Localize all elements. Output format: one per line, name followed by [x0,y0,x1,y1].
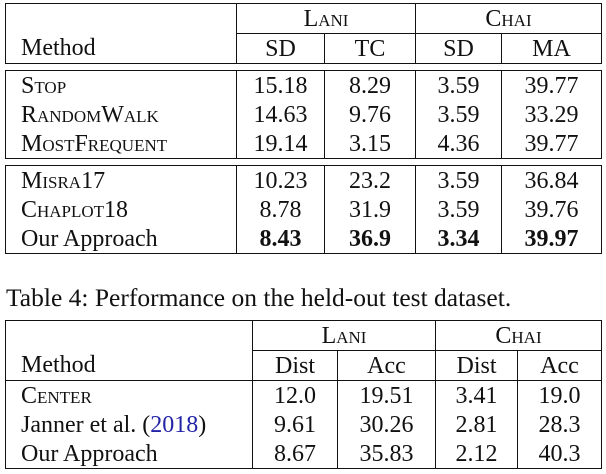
column-header: Dist [435,350,518,381]
method-name: Janner et al. (2018) [5,410,253,439]
method-name: Misra17 [5,165,237,195]
table-row: Our Approach 8.67 35.83 2.12 40.3 [5,439,603,469]
cell-value: 39.77 [501,129,603,159]
table-row: Chaplot18 8.78 31.9 3.59 39.76 [5,195,603,224]
method-name: Our Approach [5,439,253,469]
cell-value: 31.9 [324,195,416,224]
group-header-lani: Lani [252,320,436,351]
method-name: Our Approach [5,224,237,254]
cell-value: 3.59 [415,100,502,129]
table-row: Our Approach 8.43 36.9 3.34 39.97 [5,224,603,254]
cell-value: 8.67 [252,439,338,469]
cell-value: 3.59 [415,70,502,100]
cell-value: 3.15 [324,129,416,159]
column-header: Acc [517,350,603,381]
cell-value: 12.0 [252,380,338,410]
method-name: MostFrequent [5,129,237,159]
group-header-chai: Chai [415,3,603,34]
cell-value: 36.84 [501,165,603,195]
method-name: Stop [5,70,237,100]
cell-value: 14.63 [236,100,325,129]
column-header: SD [415,33,502,64]
cell-value: 23.2 [324,165,416,195]
cell-value-best: 39.97 [501,224,603,254]
column-header: TC [324,33,416,64]
table-row: Center 12.0 19.51 3.41 19.0 [5,380,603,410]
results-table-top: Lani Chai Method SD TC SD MA Stop 15.18 … [5,3,603,254]
method-header: Method [5,350,253,381]
cell-value: 28.3 [517,410,603,439]
cell-value: 3.41 [435,380,518,410]
cell-value-best: 36.9 [324,224,416,254]
cell-value: 33.29 [501,100,603,129]
cell-value: 19.0 [517,380,603,410]
column-header: SD [236,33,325,64]
table-row: Janner et al. (2018) 9.61 30.26 2.81 28.… [5,410,603,439]
header-spacer [5,3,237,34]
cell-value: 30.26 [337,410,436,439]
cell-value: 3.59 [415,195,502,224]
cell-value: 4.36 [415,129,502,159]
cell-value: 15.18 [236,70,325,100]
column-header: Dist [252,350,338,381]
group-header-lani: Lani [236,3,416,34]
header-spacer [5,320,253,351]
cell-value: 8.78 [236,195,325,224]
table-caption: Table 4: Performance on the held-out tes… [6,283,512,312]
results-table-bottom: Lani Chai Method Dist Acc Dist Acc Cente… [5,320,603,469]
table-row: MostFrequent 19.14 3.15 4.36 39.77 [5,129,603,159]
cell-value: 40.3 [517,439,603,469]
cell-value: 2.12 [435,439,518,469]
cell-value-best: 8.43 [236,224,325,254]
method-name: RandomWalk [5,100,237,129]
method-name: Center [5,380,253,410]
citation-link[interactable]: 2018 [150,411,199,438]
cell-value-best: 3.34 [415,224,502,254]
group-header-chai: Chai [435,320,603,351]
cell-value: 2.81 [435,410,518,439]
table-row: Misra17 10.23 23.2 3.59 36.84 [5,165,603,195]
cell-value: 35.83 [337,439,436,469]
cell-value: 9.76 [324,100,416,129]
cell-value: 19.14 [236,129,325,159]
cell-value: 9.61 [252,410,338,439]
cell-value: 39.76 [501,195,603,224]
cell-value: 3.59 [415,165,502,195]
cell-value: 19.51 [337,380,436,410]
cell-value: 10.23 [236,165,325,195]
cell-value: 8.29 [324,70,416,100]
column-header: Acc [337,350,436,381]
method-header: Method [5,33,237,64]
table-row: RandomWalk 14.63 9.76 3.59 33.29 [5,100,603,129]
column-header: MA [501,33,603,64]
method-name: Chaplot18 [5,195,237,224]
cell-value: 39.77 [501,70,603,100]
table-row: Stop 15.18 8.29 3.59 39.77 [5,70,603,100]
